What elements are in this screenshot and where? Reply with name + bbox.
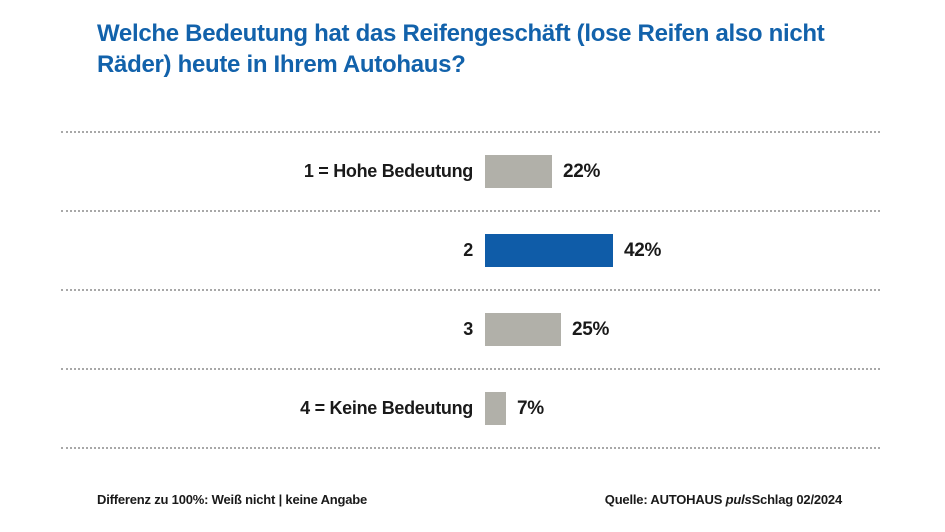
bar-value: 42% <box>624 239 662 261</box>
chart-row: 3 25% <box>61 289 880 368</box>
bar-chart: 1 = Hohe Bedeutung 22% 2 42% 3 25% 4 = Keine B… <box>61 131 880 449</box>
bar-label: 3 <box>463 319 473 339</box>
bar <box>485 234 613 267</box>
source-brand-italic: puls <box>725 492 752 507</box>
source-credit: Quelle: AUTOHAUS pulsSchlag 02/2024 <box>605 492 842 507</box>
source-suffix: Schlag 02/2024 <box>751 492 843 507</box>
chart-row: 1 = Hohe Bedeutung 22% <box>61 131 880 210</box>
bar <box>485 313 561 346</box>
bar-label: 4 = Keine Bedeutung <box>300 398 473 418</box>
source-prefix: Quelle: AUTOHAUS <box>604 492 726 507</box>
bar <box>485 392 506 425</box>
bar-value: 25% <box>572 318 610 340</box>
bar-value: 22% <box>563 160 601 182</box>
bar <box>485 155 552 188</box>
bar-label: 1 = Hohe Bedeutung <box>303 161 473 181</box>
footnote: Differenz zu 100%: Weiß nicht | keine An… <box>97 492 368 507</box>
chart-title: Welche Bedeutung hat das Reifengeschäft … <box>97 20 825 78</box>
chart-row: 4 = Keine Bedeutung 7% <box>61 368 880 447</box>
chart-row: 2 42% <box>61 210 880 289</box>
bar-label: 2 <box>463 240 473 260</box>
bar-value: 7% <box>517 397 544 419</box>
